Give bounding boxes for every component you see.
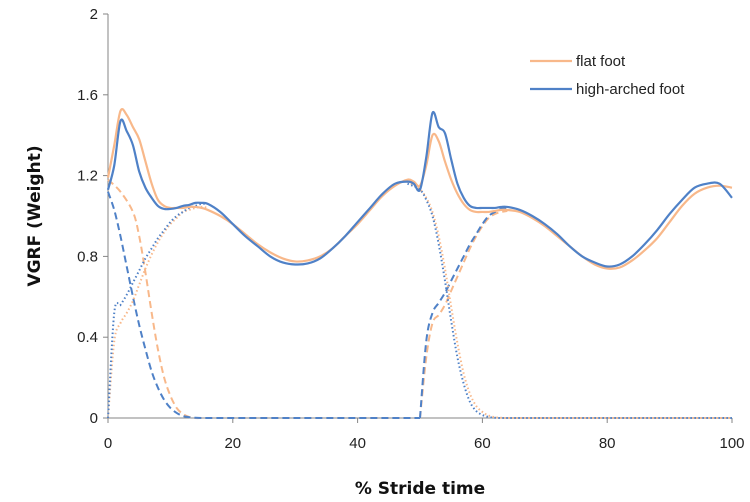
series-line-high-dotted-9 — [407, 182, 732, 420]
legend-label-flat-foot: flat foot — [576, 53, 626, 70]
x-tick-label: 40 — [349, 435, 366, 452]
x-tick-label: 60 — [474, 435, 491, 452]
series-line-high-dotted-5 — [107, 202, 208, 419]
series-line-high-dashed-7 — [419, 206, 508, 419]
y-axis-title: VGRF (Weight) — [25, 145, 45, 286]
legend-item-high-arched-foot: high-arched foot — [530, 81, 685, 98]
y-tick-label: 0.8 — [77, 248, 98, 265]
x-tick-label: 100 — [719, 435, 744, 452]
x-tick-label: 0 — [104, 435, 112, 452]
series-line-high-dashed-3 — [107, 191, 420, 420]
x-tick-label: 80 — [599, 435, 616, 452]
legend: flat foot high-arched foot — [530, 53, 685, 98]
legend-label-high-arched-foot: high-arched foot — [576, 81, 685, 98]
x-tick-label: 20 — [224, 435, 241, 452]
series-line-flat-dashed-2 — [107, 178, 420, 420]
series-layer — [106, 107, 733, 420]
y-tick-label: 2 — [90, 6, 98, 23]
series-line-flat-dashed-6 — [419, 209, 508, 419]
y-tick-label: 0 — [90, 410, 98, 427]
x-ticks: 0 20 40 60 80 100 — [104, 418, 745, 452]
plot-area: 0 0.4 0.8 1.2 1.6 2 0 20 40 60 80 100 — [77, 6, 744, 452]
series-line-high-arched-foot — [106, 110, 733, 268]
x-axis-title: % Stride time — [355, 479, 485, 499]
y-tick-label: 0.4 — [77, 329, 98, 346]
y-tick-label: 1.6 — [77, 87, 98, 104]
y-ticks: 0 0.4 0.8 1.2 1.6 2 — [77, 6, 108, 427]
legend-item-flat-foot: flat foot — [530, 53, 626, 70]
y-tick-label: 1.2 — [77, 168, 98, 185]
series-line-flat-dotted-8 — [406, 180, 732, 420]
